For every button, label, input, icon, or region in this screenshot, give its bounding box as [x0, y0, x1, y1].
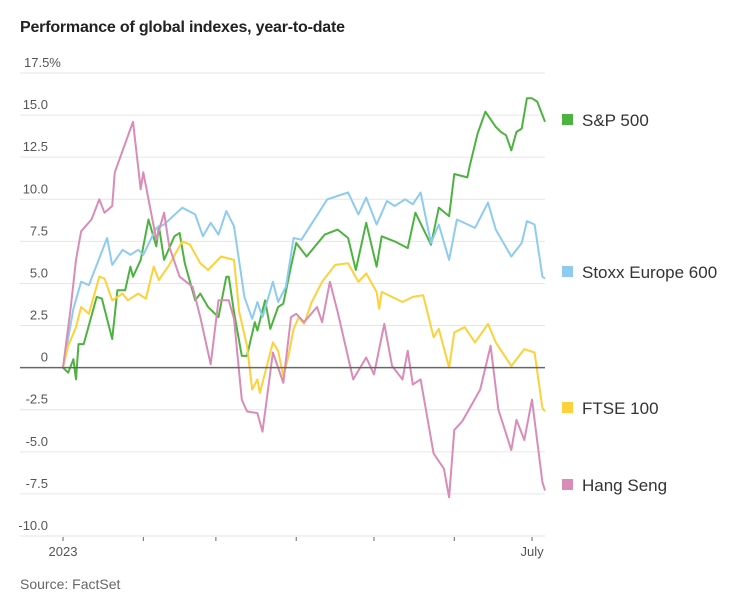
- legend-label: Stoxx Europe 600: [582, 263, 717, 282]
- y-tick-label: -7.5: [26, 476, 48, 491]
- y-tick-label: -2.5: [26, 392, 48, 407]
- legend-label: Hang Seng: [582, 476, 667, 495]
- x-tick-label: 2023: [49, 544, 78, 559]
- legend-swatch: [562, 266, 573, 277]
- source-note: Source: FactSet: [20, 576, 121, 592]
- x-tick-label: July: [520, 544, 544, 559]
- series-line-ftse-100: [62, 240, 546, 413]
- y-tick-label: -5.0: [26, 434, 48, 449]
- y-tick-label: 2.5: [30, 308, 48, 323]
- series-line-s-p-500: [62, 97, 546, 381]
- legend-swatch: [562, 479, 573, 490]
- y-tick-label: -10.0: [18, 518, 48, 533]
- series-line-stoxx-europe-600: [62, 191, 546, 368]
- legend-swatch: [562, 402, 573, 413]
- y-tick-label: 17.5%: [24, 55, 61, 70]
- y-tick-label: 12.5: [23, 139, 48, 154]
- y-tick-label: 0: [41, 350, 48, 365]
- series-line-hang-seng: [62, 120, 546, 499]
- y-tick-label: 5.0: [30, 265, 48, 280]
- legend-label: FTSE 100: [582, 399, 659, 418]
- y-tick-label: 7.5: [30, 223, 48, 238]
- y-tick-label: 10.0: [23, 181, 48, 196]
- legend-swatch: [562, 114, 573, 125]
- legend-label: S&P 500: [582, 111, 649, 130]
- y-tick-label: 15.0: [23, 97, 48, 112]
- chart-title: Performance of global indexes, year-to-d…: [20, 19, 345, 36]
